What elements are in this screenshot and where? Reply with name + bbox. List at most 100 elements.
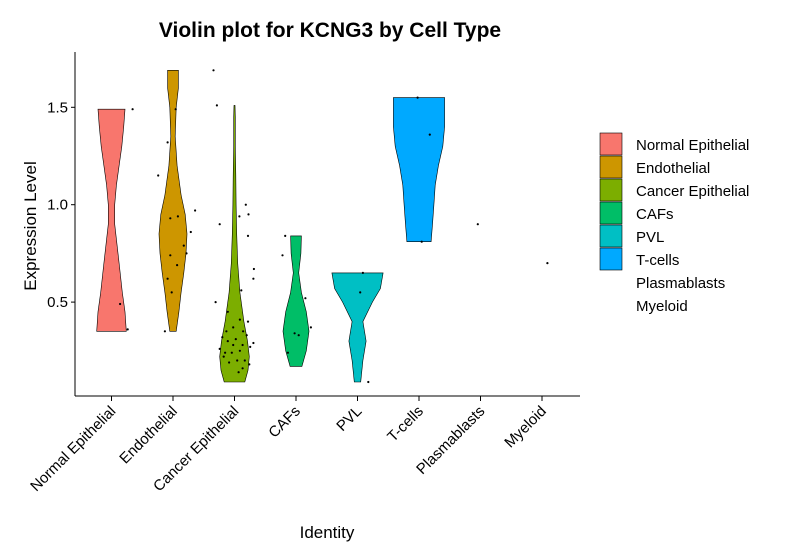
legend-swatch	[599, 155, 623, 179]
data-point	[249, 345, 252, 348]
data-point	[222, 355, 225, 358]
data-point	[240, 289, 243, 292]
data-point	[234, 338, 237, 341]
x-tick-label: PVL	[333, 403, 365, 435]
y-tick-label: 1.0	[47, 197, 68, 214]
legend-label: Myeloid	[636, 298, 688, 315]
legend-label: Cancer Epithelial	[636, 183, 749, 200]
data-point	[126, 328, 129, 331]
data-point	[212, 69, 215, 72]
data-point	[176, 264, 179, 267]
violin-pvl	[331, 272, 384, 383]
data-point	[185, 252, 188, 255]
data-point	[246, 320, 250, 323]
legend-swatch	[599, 224, 623, 248]
legend-swatch	[599, 178, 623, 202]
violin-cafs	[282, 235, 310, 367]
x-tick-label: Endothelial	[116, 403, 181, 468]
y-axis-title: Expression Level	[21, 161, 40, 290]
data-point	[304, 297, 307, 300]
violin-normal-epithelial	[96, 108, 127, 332]
data-point	[226, 340, 229, 343]
data-point	[241, 343, 244, 347]
violin-t-cells	[393, 97, 445, 242]
data-point	[476, 223, 479, 226]
data-point	[297, 334, 300, 337]
legend-label: Plasmablasts	[636, 275, 725, 292]
data-point	[169, 254, 172, 257]
x-tick-label: Normal Epithelial	[27, 403, 119, 495]
legend-swatch	[599, 201, 623, 225]
data-point	[215, 104, 218, 107]
data-point	[247, 213, 250, 216]
data-point	[367, 380, 370, 384]
data-point	[546, 262, 549, 265]
data-point	[226, 310, 229, 313]
data-point	[166, 277, 169, 280]
data-point	[218, 223, 221, 226]
data-point	[174, 108, 177, 111]
data-point	[309, 326, 312, 329]
data-point	[238, 349, 241, 352]
data-point	[242, 330, 245, 333]
data-point	[244, 203, 247, 206]
data-point	[157, 174, 160, 177]
x-tick-label: T-cells	[384, 403, 427, 446]
legend-label: CAFs	[636, 206, 674, 223]
data-point	[248, 363, 251, 366]
data-point	[182, 244, 185, 247]
data-point	[416, 96, 419, 99]
x-tick-label: CAFs	[265, 403, 304, 442]
y-axis: 0.5 1.0 1.5	[47, 99, 75, 311]
data-point	[170, 291, 173, 294]
legend: Normal Epithelial Endothelial Cancer Epith…	[599, 132, 749, 315]
data-point	[241, 367, 244, 370]
data-point	[221, 336, 224, 339]
data-point	[293, 332, 296, 335]
data-point	[284, 234, 287, 237]
data-point	[189, 230, 192, 234]
data-point	[281, 254, 284, 257]
data-point	[252, 277, 255, 280]
data-point	[246, 234, 250, 237]
legend-label: T-cells	[636, 252, 679, 269]
y-tick-label: 0.5	[47, 294, 68, 311]
data-point	[228, 361, 231, 364]
data-point	[359, 291, 362, 294]
data-point	[236, 359, 239, 362]
data-point	[232, 343, 235, 347]
data-point	[238, 215, 241, 218]
legend-swatch	[599, 247, 623, 271]
x-tick-label: Myeloid	[501, 403, 550, 452]
data-point	[237, 371, 240, 374]
violin-endothelial	[158, 70, 188, 332]
data-point	[245, 334, 248, 337]
data-point	[286, 351, 289, 354]
data-point	[131, 108, 134, 111]
data-point	[252, 267, 255, 271]
data-point	[176, 215, 179, 218]
legend-label: PVL	[636, 229, 664, 246]
data-point	[224, 351, 227, 354]
data-point	[218, 347, 221, 350]
y-tick-label: 1.5	[47, 99, 68, 116]
data-point	[238, 318, 241, 321]
data-point	[243, 359, 246, 362]
data-point	[361, 271, 364, 274]
x-axis-title: Identity	[300, 523, 355, 542]
plot-area	[96, 69, 549, 384]
data-point	[194, 209, 197, 212]
legend-swatch	[599, 132, 623, 156]
data-point	[163, 330, 166, 333]
chart-title: Violin plot for KCNG3 by Cell Type	[159, 19, 501, 42]
legend-label: Normal Epithelial	[636, 137, 749, 154]
data-point	[169, 217, 172, 220]
data-point	[230, 351, 233, 354]
data-point	[119, 302, 122, 306]
data-point	[214, 301, 217, 304]
data-point	[225, 330, 228, 333]
data-point	[252, 341, 255, 345]
data-point	[420, 240, 423, 243]
